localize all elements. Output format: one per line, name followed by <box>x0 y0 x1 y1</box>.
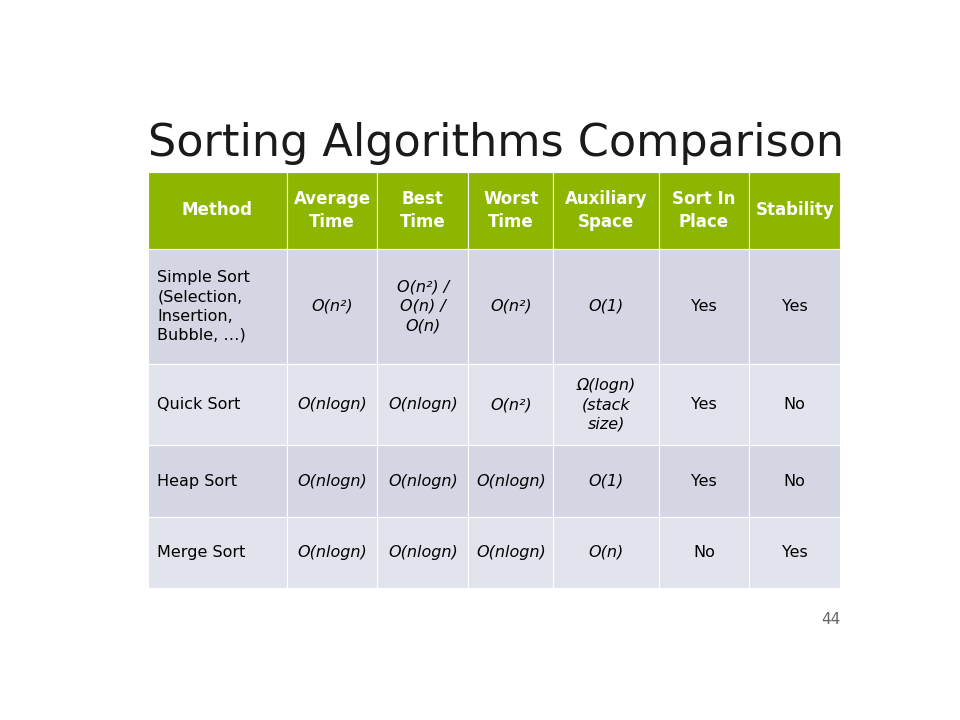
Text: Sorting Algorithms Comparison: Sorting Algorithms Comparison <box>148 122 844 166</box>
FancyBboxPatch shape <box>659 364 750 446</box>
FancyBboxPatch shape <box>287 446 377 517</box>
Text: Merge Sort: Merge Sort <box>157 545 246 560</box>
Text: Yes: Yes <box>691 474 717 489</box>
FancyBboxPatch shape <box>377 446 468 517</box>
FancyBboxPatch shape <box>750 364 840 446</box>
FancyBboxPatch shape <box>750 248 840 364</box>
Text: Stability: Stability <box>756 202 834 220</box>
FancyBboxPatch shape <box>148 364 287 446</box>
FancyBboxPatch shape <box>287 517 377 588</box>
Text: Method: Method <box>182 202 253 220</box>
Text: O(nlogn): O(nlogn) <box>298 474 367 489</box>
FancyBboxPatch shape <box>554 364 659 446</box>
FancyBboxPatch shape <box>468 364 554 446</box>
Text: No: No <box>783 397 805 413</box>
FancyBboxPatch shape <box>148 172 287 248</box>
Text: Average
Time: Average Time <box>294 190 371 231</box>
Text: O(nlogn): O(nlogn) <box>388 397 458 413</box>
Text: No: No <box>783 474 805 489</box>
Text: Heap Sort: Heap Sort <box>157 474 237 489</box>
FancyBboxPatch shape <box>554 248 659 364</box>
FancyBboxPatch shape <box>468 248 554 364</box>
FancyBboxPatch shape <box>148 248 287 364</box>
FancyBboxPatch shape <box>287 364 377 446</box>
Text: O(1): O(1) <box>588 474 624 489</box>
FancyBboxPatch shape <box>287 248 377 364</box>
Text: Yes: Yes <box>781 545 807 560</box>
FancyBboxPatch shape <box>750 172 840 248</box>
Text: O(nlogn): O(nlogn) <box>476 545 546 560</box>
FancyBboxPatch shape <box>659 517 750 588</box>
FancyBboxPatch shape <box>377 517 468 588</box>
Text: Auxiliary
Space: Auxiliary Space <box>564 190 647 231</box>
FancyBboxPatch shape <box>377 172 468 248</box>
Text: O(n²) /
O(n) /
O(n): O(n²) / O(n) / O(n) <box>396 280 449 333</box>
Text: O(n²): O(n²) <box>311 299 353 314</box>
FancyBboxPatch shape <box>750 517 840 588</box>
FancyBboxPatch shape <box>468 172 554 248</box>
Text: Yes: Yes <box>781 299 807 314</box>
FancyBboxPatch shape <box>468 446 554 517</box>
Text: O(nlogn): O(nlogn) <box>388 474 458 489</box>
Text: O(nlogn): O(nlogn) <box>298 545 367 560</box>
FancyBboxPatch shape <box>148 446 287 517</box>
FancyBboxPatch shape <box>377 364 468 446</box>
FancyBboxPatch shape <box>554 172 659 248</box>
Text: Ω(logn)
(stack
size): Ω(logn) (stack size) <box>576 378 636 431</box>
FancyBboxPatch shape <box>377 248 468 364</box>
Text: O(nlogn): O(nlogn) <box>476 474 546 489</box>
Text: Yes: Yes <box>691 397 717 413</box>
Text: O(1): O(1) <box>588 299 624 314</box>
Text: O(n²): O(n²) <box>491 397 532 413</box>
FancyBboxPatch shape <box>287 172 377 248</box>
FancyBboxPatch shape <box>554 517 659 588</box>
Text: Sort In
Place: Sort In Place <box>672 190 735 231</box>
Text: O(nlogn): O(nlogn) <box>298 397 367 413</box>
FancyBboxPatch shape <box>468 517 554 588</box>
Text: 44: 44 <box>821 612 840 627</box>
Text: No: No <box>693 545 715 560</box>
Text: O(n²): O(n²) <box>491 299 532 314</box>
FancyBboxPatch shape <box>148 517 287 588</box>
FancyBboxPatch shape <box>659 248 750 364</box>
FancyBboxPatch shape <box>554 446 659 517</box>
FancyBboxPatch shape <box>659 172 750 248</box>
Text: O(nlogn): O(nlogn) <box>388 545 458 560</box>
Text: Worst
Time: Worst Time <box>483 190 539 231</box>
Text: Yes: Yes <box>691 299 717 314</box>
FancyBboxPatch shape <box>750 446 840 517</box>
Text: Best
Time: Best Time <box>400 190 445 231</box>
Text: Quick Sort: Quick Sort <box>157 397 241 413</box>
FancyBboxPatch shape <box>659 446 750 517</box>
Text: Simple Sort
(Selection,
Insertion,
Bubble, …): Simple Sort (Selection, Insertion, Bubbl… <box>157 270 250 343</box>
Text: O(n): O(n) <box>588 545 624 560</box>
